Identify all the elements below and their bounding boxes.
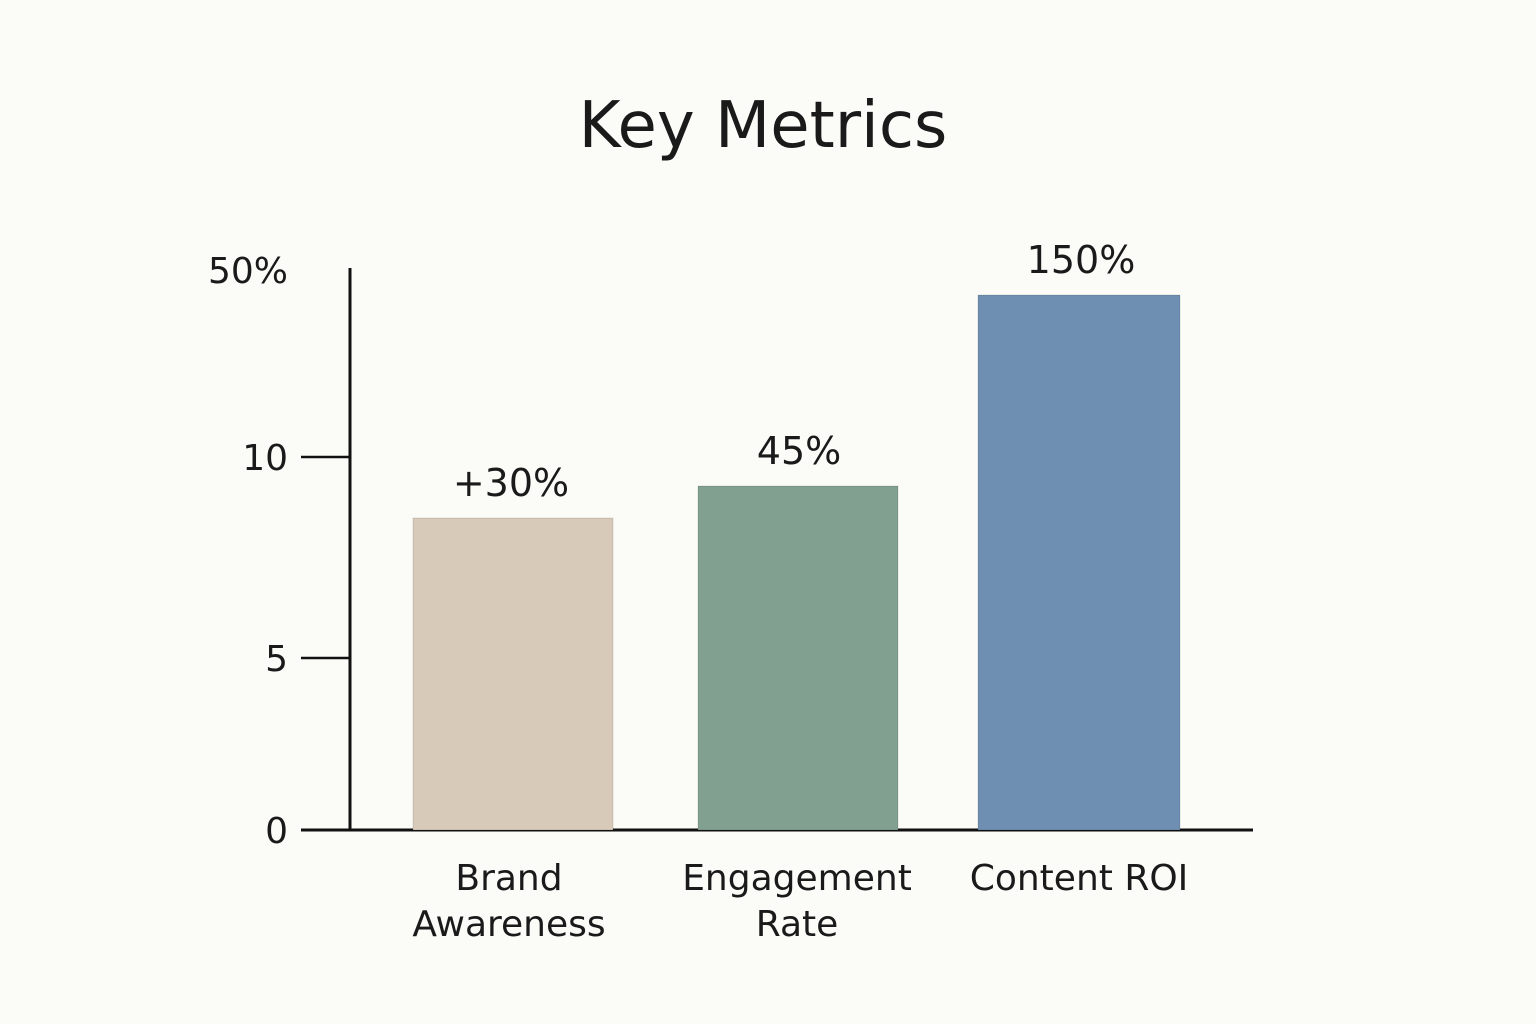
category-label: Content ROI: [970, 858, 1189, 899]
data-label: 150%: [1027, 238, 1136, 282]
bar: [977, 294, 1181, 831]
bar: [412, 517, 614, 831]
category-label: Engagement Rate: [682, 858, 912, 945]
chart-title: Key Metrics: [579, 89, 948, 163]
category-labels: Brand Awareness Engagement Rate Content ROI: [412, 858, 1188, 945]
data-labels: +30% 45% 150%: [453, 238, 1135, 505]
y-tick-label: 10: [242, 438, 288, 479]
data-label: +30%: [453, 461, 569, 505]
y-tick-label: 5: [265, 639, 288, 680]
y-tick-label: 0: [265, 811, 288, 852]
data-label: 45%: [757, 429, 841, 473]
category-label: Brand Awareness: [412, 858, 605, 945]
bar: [697, 485, 899, 831]
bars: [412, 294, 1181, 831]
y-axis-ticks: 0 5 10 50%: [208, 251, 350, 852]
y-tick-label: 50%: [208, 251, 288, 292]
